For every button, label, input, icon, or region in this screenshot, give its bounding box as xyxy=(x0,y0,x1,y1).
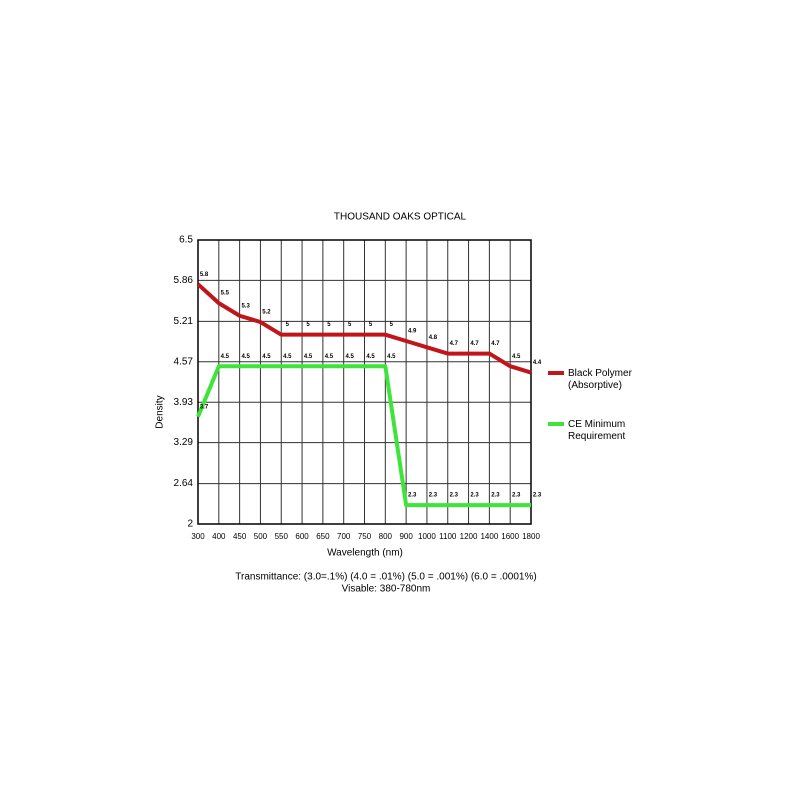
x-tick-label: 1600 xyxy=(501,532,519,541)
data-label: 3.7 xyxy=(200,404,209,410)
data-label: 5.3 xyxy=(241,303,250,309)
x-tick-label: 1100 xyxy=(439,532,457,541)
data-label: 2.3 xyxy=(491,493,500,499)
x-tick-label: 450 xyxy=(233,532,247,541)
x-tick-label: 600 xyxy=(295,532,309,541)
data-label: 5.5 xyxy=(221,291,230,297)
data-label: 5 xyxy=(306,322,310,328)
data-label: 5 xyxy=(348,322,352,328)
data-label: 4.7 xyxy=(450,341,459,347)
y-tick-label: 2.64 xyxy=(174,478,194,489)
note: Visable: 380-780nm xyxy=(342,584,431,595)
legend-swatch xyxy=(548,422,564,426)
data-label: 4.7 xyxy=(491,341,500,347)
data-label: 2.3 xyxy=(408,493,417,499)
x-tick-label: 900 xyxy=(399,532,413,541)
series-line xyxy=(196,364,531,508)
x-tick-label: 800 xyxy=(379,532,393,541)
data-label: 4.5 xyxy=(262,354,271,360)
y-tick-label: 3.29 xyxy=(174,437,194,448)
x-tick-label: 700 xyxy=(337,532,351,541)
plot-frame xyxy=(197,239,532,525)
data-label: 4.5 xyxy=(241,354,250,360)
data-label: 2.3 xyxy=(450,493,459,499)
x-axis-label: Wavelength (nm) xyxy=(327,548,403,559)
data-label: 4.5 xyxy=(221,354,230,360)
series-line xyxy=(196,282,532,375)
data-label: 4.5 xyxy=(512,354,521,360)
note: Transmittance: (3.0=.1%) (4.0 = .01%) (5… xyxy=(235,572,536,583)
y-axis-label: Density xyxy=(155,395,166,428)
x-tick-label: 1000 xyxy=(418,532,436,541)
data-label: 5 xyxy=(286,322,290,328)
data-label: 4.8 xyxy=(429,335,438,341)
data-label: 2.3 xyxy=(533,493,542,499)
y-tick-label: 5.21 xyxy=(174,316,194,327)
data-label: 5.2 xyxy=(262,310,271,316)
data-label: 4.5 xyxy=(346,354,355,360)
data-label: 5 xyxy=(369,322,373,328)
x-tick-label: 650 xyxy=(316,532,330,541)
data-label: 2.3 xyxy=(429,493,438,499)
x-tick-label: 1200 xyxy=(460,532,478,541)
legend-entry: CE Minimum Requirement xyxy=(568,419,626,442)
data-label: 4.4 xyxy=(533,360,542,366)
data-label: 4.9 xyxy=(408,329,417,335)
data-label: 5 xyxy=(390,322,394,328)
data-label: 4.5 xyxy=(304,354,313,360)
x-tick-label: 500 xyxy=(254,532,268,541)
legend-entry: Black Polymer (Absorptive) xyxy=(568,368,632,391)
x-tick-label: 1800 xyxy=(522,532,540,541)
chart-title: THOUSAND OAKS OPTICAL xyxy=(334,212,467,223)
data-label: 4.5 xyxy=(387,354,396,360)
y-tick-label: 3.93 xyxy=(174,397,194,408)
y-tick-label: 4.57 xyxy=(174,356,194,367)
x-tick-label: 550 xyxy=(275,532,289,541)
data-label: 5 xyxy=(327,322,331,328)
x-tick-label: 750 xyxy=(358,532,372,541)
y-tick-label: 5.86 xyxy=(174,275,194,286)
y-tick-label: 6.5 xyxy=(179,235,193,246)
x-tick-label: 300 xyxy=(191,532,205,541)
data-label: 2.3 xyxy=(512,493,521,499)
data-label: 2.3 xyxy=(470,493,479,499)
legend-swatch xyxy=(548,371,564,375)
data-label: 4.5 xyxy=(325,354,334,360)
x-tick-label: 400 xyxy=(212,532,226,541)
data-label: 4.5 xyxy=(283,354,292,360)
data-label: 5.8 xyxy=(200,272,209,278)
data-label: 4.7 xyxy=(470,341,479,347)
x-tick-label: 1400 xyxy=(480,532,498,541)
data-label: 4.5 xyxy=(366,354,375,360)
y-tick-label: 2 xyxy=(187,519,193,530)
